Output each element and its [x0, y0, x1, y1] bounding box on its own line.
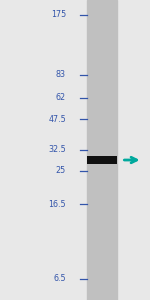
Text: 6.5: 6.5 [53, 274, 66, 284]
Text: 16.5: 16.5 [48, 200, 66, 209]
Text: 47.5: 47.5 [48, 115, 66, 124]
Text: 62: 62 [56, 93, 66, 102]
Text: 25: 25 [56, 166, 66, 175]
Bar [87, 0, 117, 300]
Text: 83: 83 [56, 70, 66, 79]
Text: 175: 175 [51, 10, 66, 19]
Text: 32.5: 32.5 [48, 145, 66, 154]
